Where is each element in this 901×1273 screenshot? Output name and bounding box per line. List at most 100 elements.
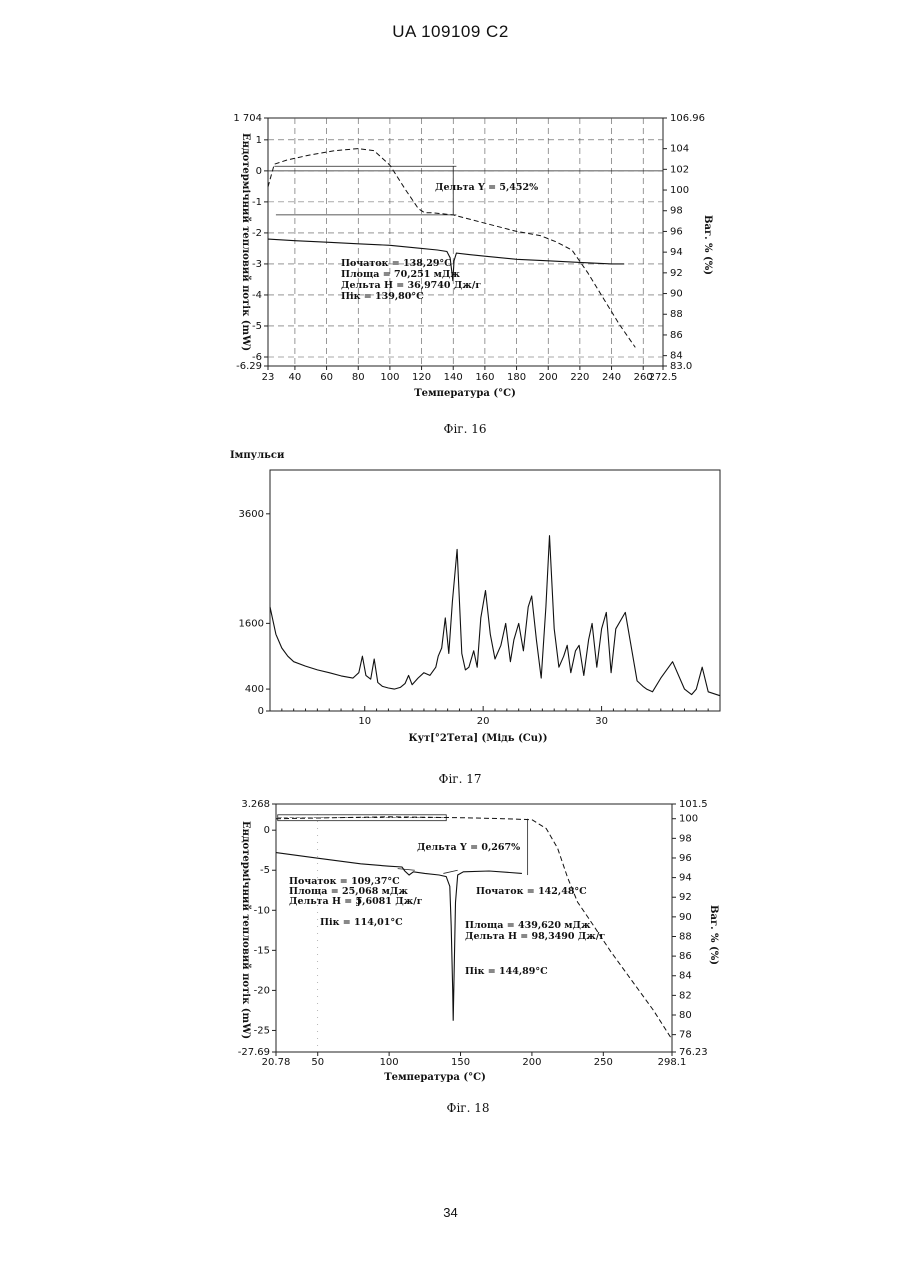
y-tick-label: 400	[245, 684, 264, 695]
x-tick-label: 140	[444, 372, 463, 383]
y-right-tick-label: 84	[679, 971, 692, 982]
figure-caption: Фіг. 17	[439, 772, 482, 786]
y-right-tick-label: 84	[670, 351, 683, 362]
y-left-tick-label: 0	[256, 166, 262, 177]
x-tick-label: 180	[507, 372, 526, 383]
y-right-tick-label: 80	[679, 1010, 692, 1021]
x-tick-label: 50	[311, 1057, 324, 1068]
y-right-tick-label: 90	[670, 289, 683, 300]
figure-16-chart: 23406080100120140160180200220240260272.5…	[0, 0, 901, 450]
annotation-peak-1: Пік = 114,01°C	[320, 917, 403, 928]
x-tick-label: 40	[289, 372, 302, 383]
x-tick-label: 200	[539, 372, 558, 383]
y-right-tick-label: 94	[670, 247, 683, 258]
weight-loss-line	[268, 149, 635, 348]
y-left-tick-label: -1	[252, 197, 262, 208]
y-right-tick-label: 88	[679, 931, 692, 942]
x-tick-label: 220	[570, 372, 589, 383]
x-axis-label: Кут[°2Тета] (Мідь (Cu))	[408, 733, 547, 744]
y-right-tick-label: 98	[679, 833, 692, 844]
y-right-tick-label: 83.0	[670, 361, 692, 372]
x-tick-label: 30	[595, 716, 608, 727]
x-tick-label: 60	[320, 372, 333, 383]
x-tick-label: 100	[380, 1057, 399, 1068]
figure-18-chart: 20.78 50 100 150 200 250 298.1 3.268 0 -5 -10 -15 -2…	[0, 790, 901, 1130]
x-tick-label: 160	[475, 372, 494, 383]
y-left-axis-label: Ендотермічний тепловий потік (mW)	[240, 133, 251, 351]
y-tick-label: 3600	[239, 509, 264, 520]
y-right-tick-label: 86	[679, 951, 692, 962]
y-right-tick-label: 96	[679, 853, 692, 864]
y-right-tick-label: 98	[670, 206, 683, 217]
y-axis-label: Імпульси	[230, 450, 285, 461]
y-right-tick-label: 100	[679, 814, 698, 825]
y-left-tick-label: -4	[252, 290, 262, 301]
y-right-tick-label: 76.23	[679, 1047, 708, 1058]
x-tick-label: 298.1	[658, 1057, 687, 1068]
y-right-tick-label: 96	[670, 226, 683, 237]
y-right-tick-label: 106.96	[670, 113, 705, 124]
x-tick-label: 23	[262, 372, 275, 383]
y-left-axis-label: Ендотермічний тепловий потік (mW)	[240, 821, 251, 1039]
y-right-tick-label: 101.5	[679, 799, 708, 810]
y-left-tick-label: -27.69	[238, 1047, 270, 1058]
y-right-tick-label: 88	[670, 309, 683, 320]
y-right-tick-label: 86	[670, 330, 683, 341]
y-tick-label: 0	[258, 706, 264, 717]
y-left-tick-label: -2	[252, 228, 262, 239]
x-tick-label: 80	[352, 372, 365, 383]
y-right-axis-label: Ваг. % (%)	[708, 905, 719, 965]
y-right-tick-label: 92	[679, 892, 692, 903]
annotation-area-2: Площа = 439,620 мДж	[465, 920, 591, 931]
x-tick-label: 272.5	[649, 372, 678, 383]
y-left-tick-label: 1	[256, 135, 262, 146]
x-tick-label: 20.78	[262, 1057, 291, 1068]
y-left-tick-label: -20	[254, 985, 270, 996]
x-tick-label: 100	[380, 372, 399, 383]
y-left-tick-label: 0	[264, 825, 270, 836]
figure-caption: Фіг. 18	[447, 1101, 490, 1115]
x-tick-label: 20	[477, 716, 490, 727]
annotation-onset-2: Початок = 142,48°C	[476, 886, 587, 897]
annotation-delta-y: Дельта Y = 5,452%	[435, 182, 538, 193]
y-right-axis-label: Ваг. % (%)	[702, 215, 713, 275]
onset-tangent-1	[398, 869, 415, 871]
y-right-tick-label: 78	[679, 1030, 692, 1041]
y-left-tick-label: -15	[254, 945, 270, 956]
annotation-delta-y: Дельта Y = 0,267%	[417, 842, 520, 853]
y-right-tick-label: 92	[670, 268, 683, 279]
annotation-onset: Початок = 138,29°C	[341, 258, 452, 269]
y-left-tick-label: -5	[252, 321, 262, 332]
annotation-peak-2: Пік = 144,89°C	[465, 966, 548, 977]
x-tick-label: 120	[412, 372, 431, 383]
x-tick-label: 240	[602, 372, 621, 383]
annotation-delta-h-2: Дельта Н = 98,3490 Дж/г	[465, 931, 605, 942]
y-left-tick-label: 1 704	[233, 113, 262, 124]
x-tick-label: 200	[522, 1057, 541, 1068]
figure-caption: Фіг. 16	[444, 422, 487, 436]
page-number: 34	[0, 1205, 901, 1220]
x-tick-label: 150	[451, 1057, 470, 1068]
y-right-tick-label: 100	[670, 185, 689, 196]
y-tick-label: 1600	[239, 618, 264, 629]
y-right-tick-label: 94	[679, 873, 692, 884]
annotation-delta-h: Дельта Н = 36,9740 Дж/г	[341, 280, 481, 291]
y-left-tick-label: 3.268	[241, 799, 270, 810]
y-right-tick-label: 104	[670, 144, 689, 155]
x-tick-label: 10	[358, 716, 371, 727]
y-left-tick-label: -25	[254, 1025, 270, 1036]
y-right-tick-label: 82	[679, 990, 692, 1001]
y-left-tick-label: -5	[260, 865, 270, 876]
onset-tangent-2	[443, 870, 457, 873]
x-tick-label: 250	[594, 1057, 613, 1068]
y-left-tick-label: -3	[252, 259, 262, 270]
y-left-tick-label: -6.29	[236, 361, 262, 372]
figure-17-chart: 10 20 30 0 400 1600 3600 Імпульси Кут[°2Тета] (М…	[0, 450, 901, 790]
annotation-delta-h-1: Дельта Н = 5,6081 Дж/г	[289, 896, 423, 907]
y-left-tick-label: -10	[254, 905, 270, 916]
diffractogram-line	[270, 536, 720, 696]
x-axis-label: Температура (°C)	[384, 1072, 486, 1083]
x-axis-label: Температура (°C)	[414, 388, 516, 399]
annotation-peak: Пік = 139,80°C	[341, 291, 424, 302]
y-right-tick-label: 102	[670, 164, 689, 175]
